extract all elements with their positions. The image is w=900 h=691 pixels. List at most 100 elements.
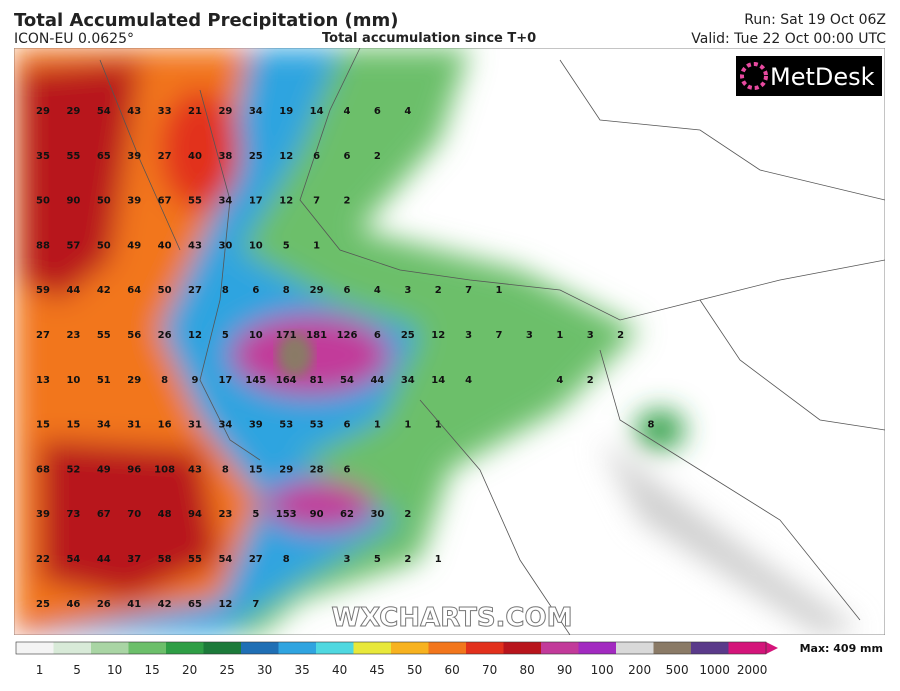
grid-value: 25 (249, 151, 263, 162)
scale-swatch (166, 642, 204, 654)
grid-value: 7 (465, 285, 472, 296)
grid-value: 21 (188, 106, 202, 117)
grid-value: 8 (283, 285, 290, 296)
grid-value: 6 (344, 420, 351, 431)
grid-value: 126 (337, 330, 358, 341)
grid-value: 171 (276, 330, 297, 341)
grid-value: 10 (249, 240, 263, 251)
grid-value: 2 (374, 151, 381, 162)
grid-value: 6 (344, 285, 351, 296)
scale-max: Max: 409 mm (800, 642, 883, 655)
grid-value: 5 (374, 554, 381, 565)
scale-label: 70 (482, 663, 497, 677)
grid-value: 4 (404, 106, 411, 117)
grid-value: 65 (97, 151, 111, 162)
scale-swatch (128, 642, 167, 654)
grid-value: 4 (374, 285, 381, 296)
grid-value: 2 (617, 330, 624, 341)
scale-label: 15 (144, 663, 159, 677)
grid-value: 23 (66, 330, 80, 341)
grid-value: 70 (127, 509, 141, 520)
grid-value: 30 (370, 509, 384, 520)
scale-label: 1 (36, 663, 44, 677)
grid-value: 31 (188, 420, 202, 431)
grid-value: 23 (218, 509, 232, 520)
grid-value: 49 (127, 240, 141, 251)
model: ICON-EU 0.0625° (14, 31, 134, 47)
grid-value: 39 (36, 509, 50, 520)
scale-arrow (766, 642, 778, 654)
scale-label: 45 (369, 663, 384, 677)
map: 29 29 54 43 33 21 29 34 19 14 4 6 435 55 65 39 27 40 38 25 1… (14, 48, 885, 635)
grid-value: 8 (648, 420, 655, 431)
scale-frame (15, 641, 767, 655)
grid-value: 1 (435, 420, 442, 431)
grid-value: 4 (556, 375, 563, 386)
grid-value: 52 (66, 464, 80, 475)
grid-value: 5 (252, 509, 259, 520)
grid-value: 3 (344, 554, 351, 565)
scale-swatch (278, 642, 317, 654)
grid-value: 2 (404, 554, 411, 565)
logo-box (736, 56, 882, 96)
grid-value: 40 (188, 151, 202, 162)
scale-label: 25 (219, 663, 234, 677)
grid-value: 50 (97, 196, 111, 207)
scale-label: 500 (666, 663, 689, 677)
grid-value: 67 (97, 509, 111, 520)
grid-value: 15 (66, 420, 80, 431)
grid-value: 94 (188, 509, 202, 520)
precip-field (14, 48, 860, 635)
grid-value: 33 (158, 106, 172, 117)
grid-value: 43 (188, 464, 202, 475)
grid-value: 38 (218, 151, 232, 162)
grid-value: 10 (66, 375, 80, 386)
grid-value: 108 (154, 464, 175, 475)
grid-value: 15 (249, 464, 263, 475)
grid-value: 27 (249, 554, 263, 565)
grid-value: 50 (158, 285, 172, 296)
grid-value: 181 (306, 330, 327, 341)
grid-value: 6 (374, 330, 381, 341)
grid-value: 153 (276, 509, 297, 520)
grid-value: 81 (310, 375, 324, 386)
scale-swatch (391, 642, 429, 654)
grid-value: 7 (496, 330, 503, 341)
grid-value: 57 (66, 240, 80, 251)
grid-value: 41 (127, 599, 141, 610)
grid-value: 8 (222, 464, 229, 475)
scale-label: 1000 (699, 663, 730, 677)
grid-value: 28 (310, 464, 324, 475)
grid-value: 16 (158, 420, 172, 431)
grid-value: 42 (97, 285, 111, 296)
grid-value: 48 (158, 509, 172, 520)
scale-label: 40 (332, 663, 347, 677)
grid-value: 3 (465, 330, 472, 341)
scale-swatch (541, 642, 579, 654)
logo: MetDesk (770, 63, 875, 91)
grid-value: 55 (66, 151, 80, 162)
grid-value: 53 (279, 420, 293, 431)
grid-value: 22 (36, 554, 50, 565)
grid-value: 6 (313, 151, 320, 162)
scale-swatch (316, 642, 354, 654)
grid-value: 6 (252, 285, 259, 296)
scale-label: 35 (294, 663, 309, 677)
grid-value: 56 (127, 330, 141, 341)
grid-value: 19 (279, 106, 293, 117)
grid-value: 25 (401, 330, 415, 341)
grid-value: 164 (276, 375, 297, 386)
scale-swatch (578, 642, 617, 654)
grid-value: 58 (158, 554, 172, 565)
grid-value: 54 (97, 106, 111, 117)
grid-value: 44 (66, 285, 80, 296)
logo-icon (740, 62, 768, 90)
grid-value: 1 (556, 330, 563, 341)
grid-value: 55 (188, 554, 202, 565)
grid-value: 34 (97, 420, 111, 431)
grid-value: 8 (161, 375, 168, 386)
scale-label: 5 (73, 663, 81, 677)
grid-labels: 29 29 54 43 33 21 29 34 19 14 4 6 435 55 65 39 27 40 38 25 1… (36, 106, 654, 610)
grid-value: 12 (218, 599, 232, 610)
grid-value: 40 (158, 240, 172, 251)
